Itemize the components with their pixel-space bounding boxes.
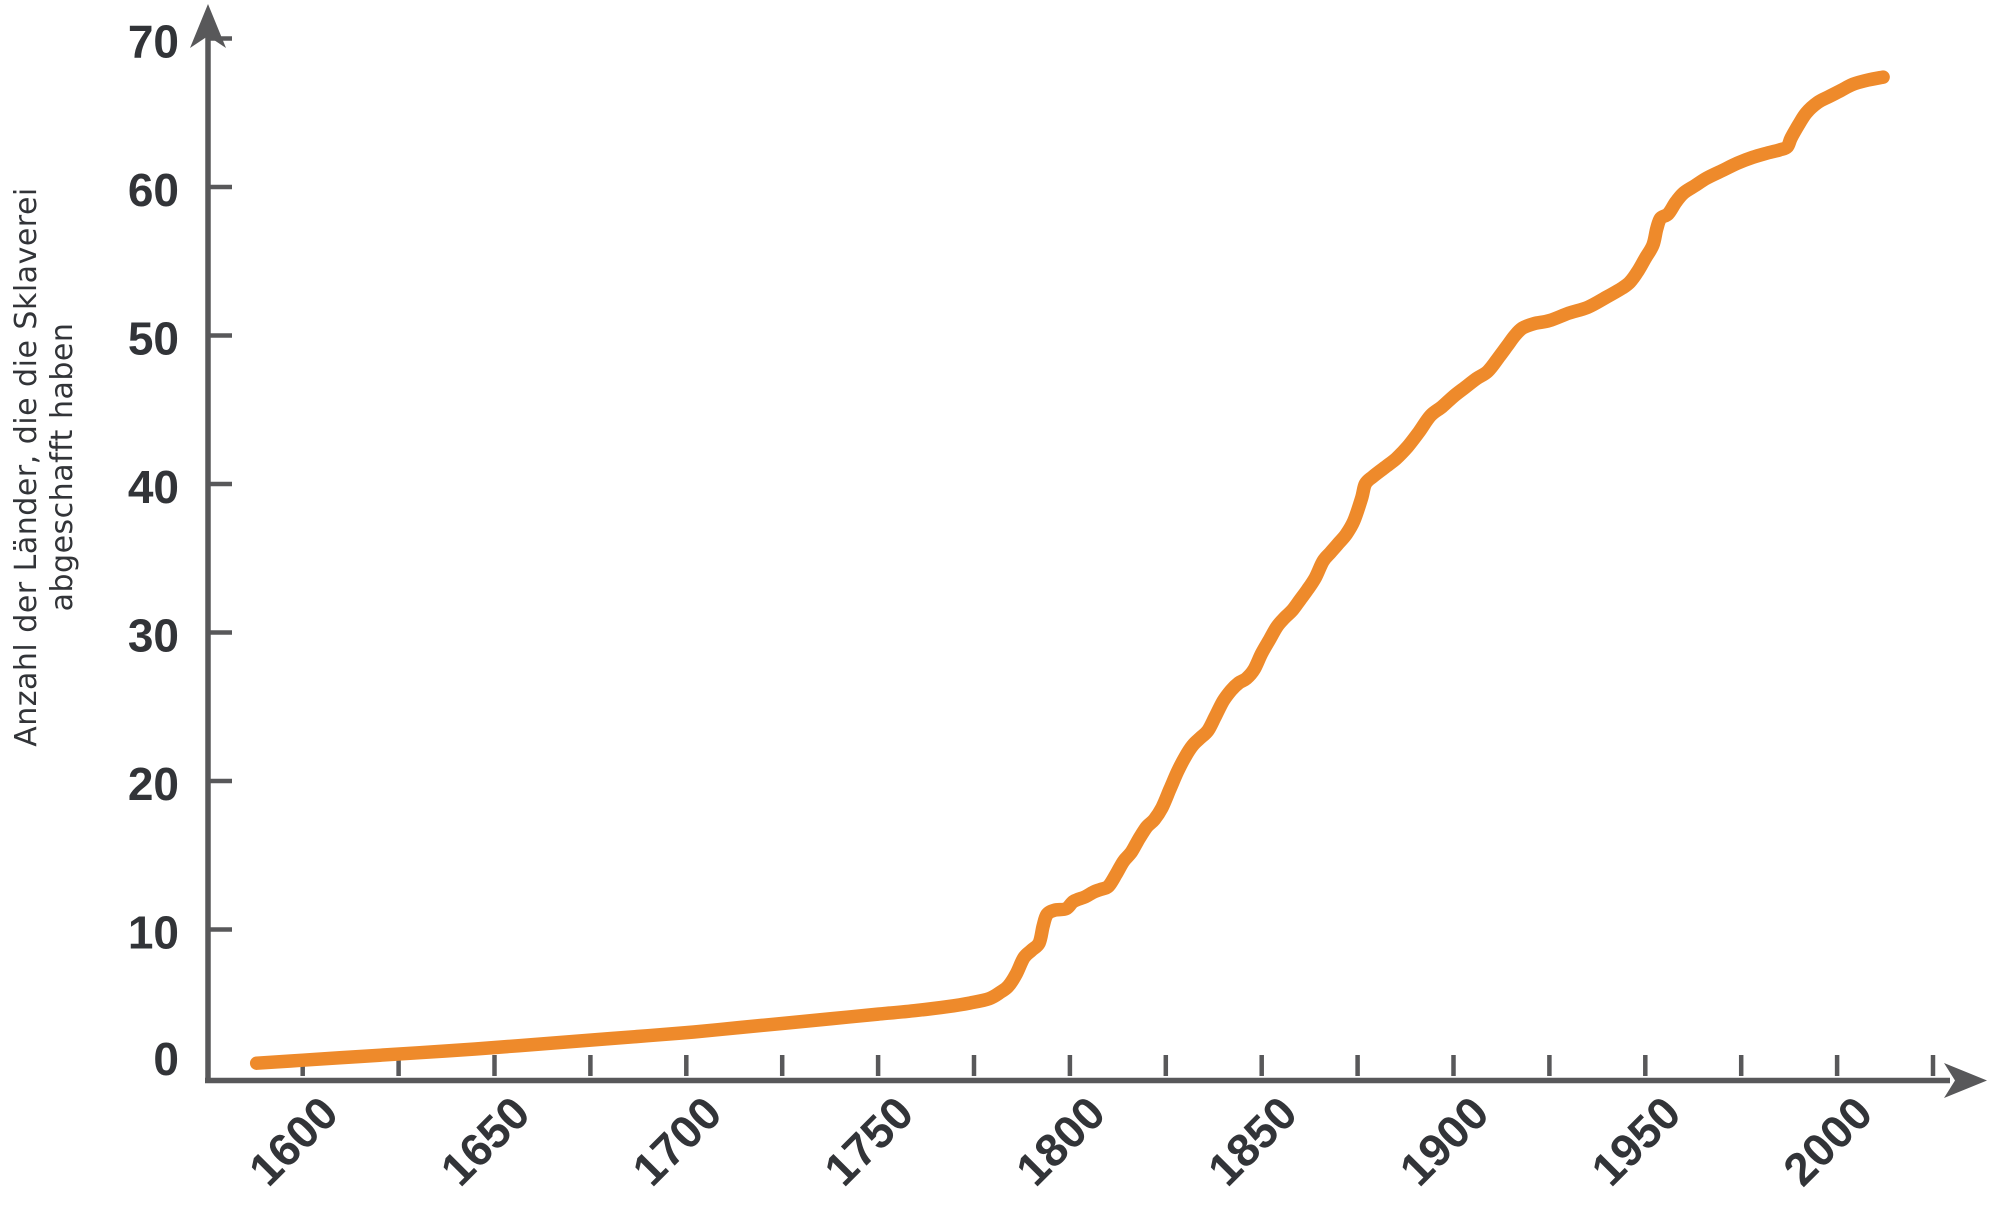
y-tick-label: 20: [128, 758, 179, 810]
y-axis-title-line-1: Anzahl der Länder, die die Sklaverei: [9, 187, 44, 747]
data-line: [249, 70, 1890, 1070]
x-tick-label: 1750: [814, 1086, 923, 1195]
y-axis-title-line-2: abgeschafft haben: [45, 323, 80, 612]
x-tick-label: 1900: [1389, 1086, 1498, 1195]
x-tick-label: 1600: [239, 1086, 348, 1195]
x-tick-label: 1700: [622, 1086, 731, 1195]
x-tick-label: 1650: [430, 1086, 539, 1195]
y-tick-label: 50: [128, 313, 179, 365]
x-tick-label: 1950: [1581, 1086, 1690, 1195]
y-tick-label: 70: [128, 16, 179, 68]
x-tick-label: 1800: [1006, 1086, 1115, 1195]
y-tick-label: 0: [153, 1033, 179, 1085]
x-axis-arrow-icon: [1944, 1063, 1987, 1098]
y-tick-label: 30: [128, 610, 179, 662]
x-tick-label: 1850: [1198, 1086, 1307, 1195]
x-tick-label: 2000: [1773, 1086, 1882, 1195]
y-tick-label: 10: [128, 907, 179, 959]
y-tick-label: 60: [128, 164, 179, 216]
y-tick-label: 40: [128, 461, 179, 513]
